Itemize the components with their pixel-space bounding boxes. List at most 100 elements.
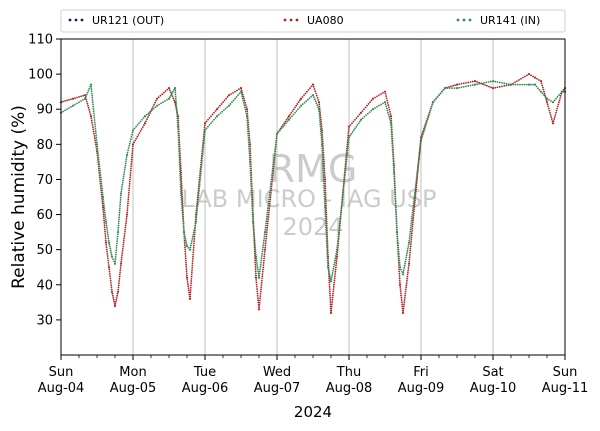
data-trace-dot — [326, 255, 329, 258]
data-trace-dot — [395, 217, 398, 220]
data-trace-dot — [105, 224, 108, 227]
data-trace-dot — [259, 263, 262, 266]
data-trace-dot — [286, 120, 289, 123]
data-trace-dot — [282, 125, 284, 128]
data-trace-dot — [178, 145, 180, 148]
data-trace-dot — [149, 112, 151, 114]
data-trace-dot — [403, 301, 406, 304]
data-trace-dot — [292, 113, 295, 116]
data-trace-dot — [246, 117, 249, 120]
data-trace-dot — [119, 269, 122, 272]
data-trace-dot — [526, 74, 528, 77]
data-point — [239, 87, 243, 90]
data-trace-dot — [265, 220, 268, 223]
data-trace-dot — [494, 86, 497, 89]
data-trace-dot — [256, 290, 259, 293]
data-trace-dot — [406, 248, 409, 250]
data-trace-dot — [324, 208, 327, 211]
data-trace-dot — [271, 174, 273, 177]
data-trace-dot — [90, 90, 93, 93]
data-trace-dot — [169, 96, 171, 98]
data-trace-dot — [329, 303, 332, 306]
data-trace-dot — [334, 270, 337, 273]
data-trace-dot — [490, 86, 492, 89]
data-point — [395, 231, 399, 234]
data-trace-dot — [247, 134, 250, 137]
data-trace-dot — [198, 183, 201, 186]
data-trace-dot — [356, 124, 359, 126]
data-trace-dot — [323, 191, 326, 194]
data-trace-dot — [294, 111, 296, 114]
data-trace-dot — [413, 198, 416, 201]
data-trace-dot — [285, 122, 287, 125]
data-trace-dot — [129, 171, 132, 174]
data-trace-dot — [107, 259, 110, 262]
data-trace-dot — [329, 276, 332, 279]
data-trace-dot — [76, 96, 78, 99]
data-trace-dot — [70, 105, 72, 108]
data-point — [560, 90, 564, 93]
data-trace-dot — [82, 94, 84, 97]
data-trace-dot — [320, 134, 323, 137]
data-trace-dot — [320, 141, 323, 144]
data-trace-dot — [261, 277, 264, 280]
data-trace-dot — [323, 195, 326, 198]
data-trace-dot — [393, 182, 396, 185]
data-trace-dot — [106, 227, 108, 229]
data-trace-dot — [409, 228, 412, 231]
data-trace-dot — [256, 292, 259, 295]
data-trace-dot — [397, 246, 400, 249]
data-point — [107, 266, 111, 269]
data-trace-dot — [325, 244, 328, 247]
data-trace-dot — [151, 108, 153, 110]
data-trace-dot — [317, 106, 320, 109]
data-trace-dot — [261, 248, 264, 251]
data-trace-dot — [409, 230, 412, 233]
legend-marker — [68, 18, 72, 22]
data-point — [182, 231, 186, 234]
data-trace-dot — [250, 191, 253, 194]
data-trace-dot — [119, 267, 122, 269]
data-trace-dot — [264, 246, 267, 249]
data-trace-dot — [189, 289, 192, 291]
data-trace-dot — [406, 250, 409, 252]
data-trace-dot — [262, 266, 265, 269]
data-trace-dot — [394, 198, 397, 200]
data-trace-dot — [333, 277, 336, 280]
data-trace-dot — [248, 150, 251, 152]
data-trace-dot — [196, 207, 199, 210]
data-trace-dot — [105, 243, 108, 246]
data-point — [215, 115, 219, 118]
data-trace-dot — [222, 101, 224, 104]
data-trace-dot — [184, 259, 187, 262]
data-trace-dot — [538, 89, 541, 91]
data-trace-dot — [238, 92, 241, 95]
data-trace-dot — [547, 107, 550, 110]
data-trace-dot — [329, 299, 332, 301]
data-point — [389, 115, 393, 118]
data-trace-dot — [555, 97, 557, 100]
data-point — [101, 195, 105, 199]
data-trace-dot — [389, 110, 391, 113]
data-trace-dot — [258, 272, 261, 275]
data-trace-dot — [182, 226, 185, 229]
data-trace-dot — [226, 106, 229, 109]
data-trace-dot — [183, 244, 186, 247]
data-trace-dot — [416, 168, 419, 170]
data-trace-dot — [196, 209, 198, 212]
data-trace-dot — [271, 167, 274, 170]
data-trace-dot — [555, 111, 557, 114]
data-trace-dot — [176, 113, 178, 115]
data-trace-dot — [96, 145, 99, 148]
data-trace-dot — [131, 131, 134, 134]
data-trace-dot — [62, 100, 64, 103]
data-trace-dot — [344, 171, 347, 174]
data-trace-dot — [421, 135, 424, 138]
data-trace-dot — [256, 288, 258, 290]
data-trace-dot — [398, 259, 401, 262]
data-trace-dot — [106, 255, 109, 257]
data-trace-dot — [393, 175, 396, 178]
data-trace-dot — [414, 183, 417, 186]
data-trace-dot — [541, 84, 544, 87]
data-trace-dot — [184, 237, 187, 240]
